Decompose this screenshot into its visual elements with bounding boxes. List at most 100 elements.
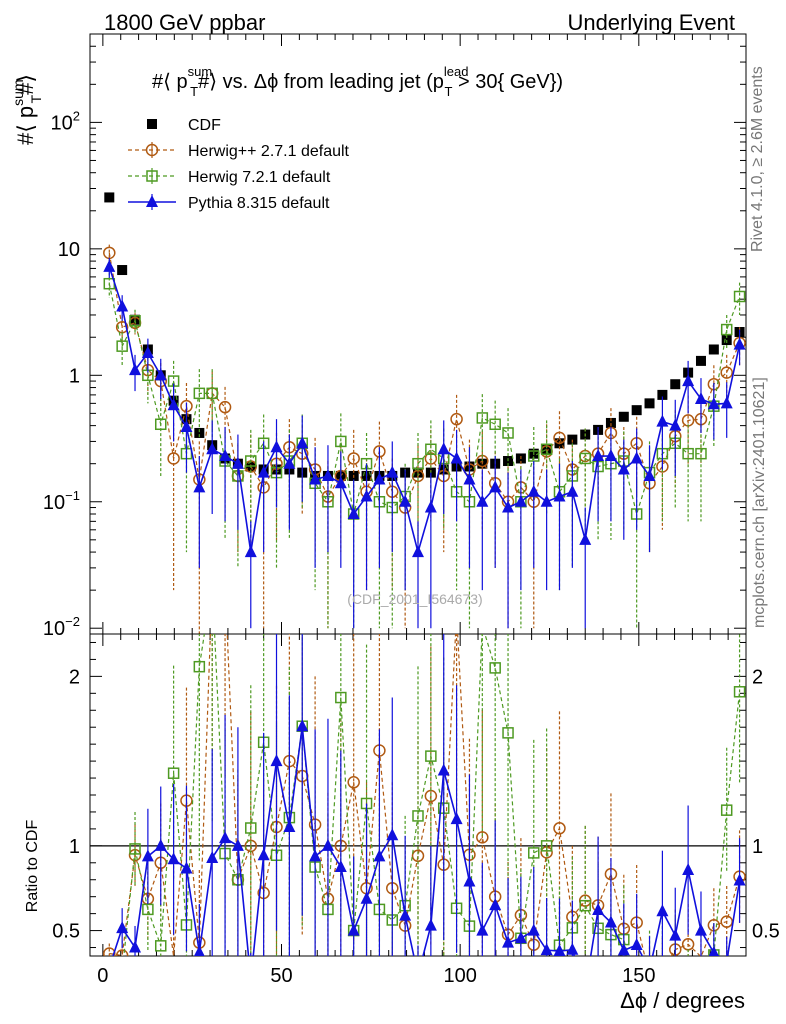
pythia-8-315-default-point: [540, 494, 553, 507]
pythia-8-315-default-point: [720, 396, 733, 409]
pythia-8-315-default-ratio-point: [733, 873, 746, 886]
pythia-8-315-default-point: [604, 449, 617, 462]
pythia-8-315-default-point: [527, 484, 540, 497]
pythia-8-315-default-ratio-point: [566, 942, 579, 955]
herwig-7-2-1-default-ratio-point: [129, 843, 141, 855]
herwig-7-2-1-default-point: [695, 447, 707, 460]
pythia-8-315-default-point: [694, 391, 707, 404]
herwig-7-2-1-default-point: [193, 387, 206, 400]
legend-herwig-2-7-1-default-marker: [145, 143, 159, 157]
pythia-8-315-default-ratio-point: [296, 719, 309, 732]
pythia-8-315-default-ratio-point: [540, 943, 553, 956]
pythia-8-315-default-point: [682, 374, 695, 387]
herwig-7-2-1-default-ratio-point: [489, 662, 501, 674]
herwig-7-2-1-default-ratio-point: [412, 810, 424, 822]
herwig-7-2-1-default-ratio-point: [540, 840, 553, 852]
ratio-tick-label-right: 1: [752, 836, 763, 858]
cdf-point: [657, 389, 668, 400]
cdf-point: [708, 344, 719, 355]
herwig-7-2-1-default-point: [412, 457, 424, 470]
herwig-2-7-1-default-line: [108, 252, 741, 509]
pythia-8-315-default-ratio-point: [669, 928, 682, 941]
legend-herwig-7-2-1-default-marker: [146, 170, 158, 182]
pythia-8-315-default-ratio-point: [604, 915, 617, 928]
pythia-8-315-default-ratio-point: [309, 849, 322, 862]
y-tick-label: 10−1: [43, 488, 80, 514]
pythia-8-315-default-point: [412, 545, 424, 558]
herwig-7-2-1-default-ratio-point: [425, 750, 437, 762]
y-tick-label: 102: [51, 108, 80, 134]
pythia-8-315-default-ratio-point: [682, 863, 695, 876]
pythia-8-315-default-ratio-point: [347, 923, 360, 936]
pythia-8-315-default-point: [489, 480, 502, 493]
pythia-8-315-default-ratio-point: [321, 838, 334, 851]
pythia-8-315-default-point: [180, 420, 193, 433]
herwig-7-2-1-default-ratio-point: [733, 686, 746, 698]
herwig-7-2-1-default-ratio-point: [528, 847, 540, 859]
cdf-point: [194, 427, 205, 438]
pythia-8-315-default-point: [103, 259, 116, 272]
pythia-8-315-default-point: [733, 337, 746, 350]
ratio-tick-label-right: 2: [752, 666, 763, 688]
pythia-8-315-default-point: [193, 480, 206, 493]
legend-herwig-2-7-1-default-label: Herwig++ 2.7.1 default: [188, 143, 350, 160]
pythia-8-315-default-ratio-point: [656, 904, 669, 917]
herwig-7-2-1-default-point: [489, 418, 501, 431]
herwig-7-2-1-default-point: [425, 443, 437, 456]
pythia-8-315-default-line: [108, 266, 741, 556]
pythia-8-315-default-ratio-line: [112, 726, 741, 956]
herwig-7-2-1-default-point: [579, 452, 591, 465]
x-tick-label: 100: [443, 965, 476, 987]
pythia-8-315-default-point: [707, 397, 720, 410]
cdf-point: [670, 379, 681, 390]
main-data: [103, 192, 746, 634]
pythia-8-315-default-ratio-point: [283, 820, 296, 833]
pythia-8-315-default-point: [309, 472, 322, 485]
pythia-8-315-default-ratio-point: [167, 852, 180, 865]
pythia-8-315-default-point: [283, 456, 296, 469]
herwig-7-2-1-default-point: [245, 455, 257, 467]
pythia-8-315-default-point: [334, 476, 347, 489]
pythia-8-315-default-ratio-point: [527, 923, 540, 936]
herwig-2-7-1-default-ratio-line: [109, 634, 741, 956]
pythia-8-315-default-point: [617, 462, 630, 475]
pythia-8-315-default-ratio-point: [219, 831, 232, 844]
pythia-8-315-default-ratio-point: [129, 940, 142, 953]
pythia-8-315-default-point: [579, 532, 592, 545]
herwig-2-7-1-default-ratio-point: [347, 776, 360, 789]
herwig-7-2-1-default-ratio-point: [245, 822, 257, 834]
herwig-7-2-1-default-point: [682, 447, 694, 460]
chart-title: #⟨ psum T#⟩ vs. Δϕ from leading jet (plea…: [152, 64, 563, 99]
pythia-8-315-default-point: [450, 451, 463, 464]
legend-pythia-8-315-default-label: Pythia 8.315 default: [188, 195, 330, 212]
herwig-2-7-1-default-ratio-point: [115, 949, 129, 956]
analysis-watermark: (CDF_2001_I564673): [347, 591, 482, 607]
legend-cdf-marker: [147, 119, 157, 129]
herwig-7-2-1-default-ratio-point: [335, 691, 347, 704]
pythia-8-315-default-ratio-point: [437, 763, 450, 776]
pythia-8-315-default-point: [154, 368, 167, 381]
cdf-point: [695, 355, 706, 366]
pythia-8-315-default-point: [257, 465, 270, 478]
herwig-2-7-1-default-ratio-point: [411, 849, 425, 863]
x-tick-label: 50: [270, 965, 292, 987]
herwig-7-2-1-default-ratio-point: [502, 727, 514, 739]
herwig-7-2-1-default-point: [733, 290, 746, 303]
pythia-8-315-default-ratio-point: [694, 923, 707, 936]
herwig-2-7-1-default-ratio-point: [103, 947, 116, 956]
ratio-tick-label: 1: [69, 836, 80, 858]
pythia-8-315-default-point: [553, 489, 566, 502]
cdf-point: [618, 411, 629, 422]
pythia-8-315-default-ratio-point: [617, 943, 630, 956]
main-panel: 10−2 10−1 1 10 102: [43, 33, 747, 640]
pythia-8-315-default-ratio-point: [630, 937, 643, 950]
cdf-point: [631, 405, 642, 416]
pythia-8-315-default-point: [244, 545, 257, 558]
herwig-7-2-1-default-point: [502, 427, 514, 439]
ratio-tick-label: 0.5: [52, 921, 80, 943]
pythia-8-315-default-ratio-point: [231, 838, 244, 851]
pythia-8-315-default-point: [424, 500, 437, 513]
pythia-8-315-default-point: [116, 299, 129, 312]
pythia-8-315-default-point: [463, 472, 476, 485]
legend-herwig-7-2-1-default-label: Herwig 7.2.1 default: [188, 169, 331, 186]
